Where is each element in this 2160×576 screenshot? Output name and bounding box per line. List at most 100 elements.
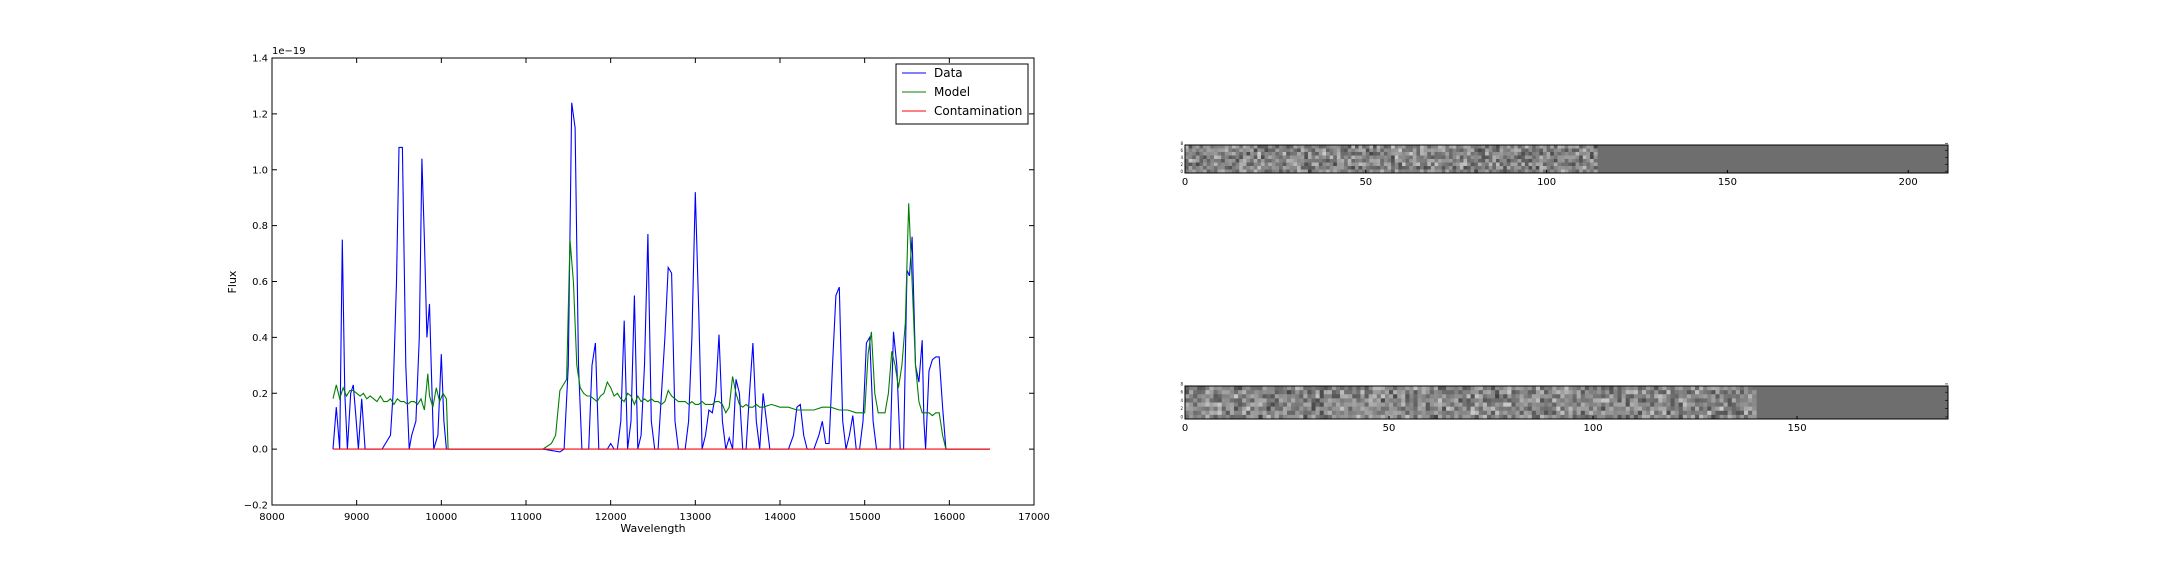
image-pixel	[1242, 414, 1247, 420]
image-pixel	[1304, 148, 1309, 153]
image-pixel	[1572, 406, 1578, 412]
image-pixel	[1528, 159, 1533, 163]
image-pixel	[1401, 390, 1406, 395]
image-pixel	[1735, 402, 1741, 408]
image-pixel	[1217, 406, 1223, 412]
image-pixel	[1213, 406, 1219, 412]
y-tick-label: 0.4	[252, 333, 268, 344]
image-pixel	[1362, 162, 1367, 167]
image-pixel	[1369, 166, 1374, 170]
image-pixel	[1553, 169, 1558, 174]
image-pixel	[1678, 414, 1684, 420]
image-pixel	[1303, 398, 1308, 403]
image-pixel	[1421, 414, 1427, 420]
image-pixel	[1203, 155, 1208, 160]
image-pixel	[1459, 162, 1464, 167]
image-pixel	[1258, 398, 1263, 403]
image-pixel	[1485, 152, 1490, 156]
image-pixel	[1495, 166, 1501, 170]
image-pixel	[1486, 398, 1492, 403]
image-pixel	[1507, 386, 1512, 391]
image-x-tick-label: 50	[1359, 177, 1372, 188]
image-pixel	[1307, 166, 1312, 170]
image-pixel	[1254, 410, 1259, 416]
image-pixel	[1470, 159, 1475, 163]
image-pixel	[1420, 152, 1425, 156]
image-pixel	[1228, 169, 1233, 174]
image-pixel	[1488, 162, 1493, 167]
image-pixel	[1291, 398, 1296, 403]
image-pixel	[1605, 410, 1610, 416]
image-pixel	[1398, 155, 1403, 160]
image-pixel	[1488, 155, 1493, 160]
image-pixel	[1323, 410, 1329, 416]
image-pixel	[1372, 394, 1378, 399]
image-pixel	[1282, 398, 1288, 403]
image-pixel	[1625, 406, 1631, 412]
image-pixel	[1303, 386, 1308, 391]
image-pixel	[1448, 148, 1453, 153]
image-pixel	[1637, 398, 1643, 403]
image-pixel	[1293, 159, 1298, 163]
image-pixel	[1246, 145, 1251, 149]
image-pixel	[1727, 398, 1733, 403]
image-pixel	[1613, 398, 1618, 403]
image-pixel	[1731, 398, 1737, 403]
image-pixel	[1409, 162, 1414, 167]
image-pixel	[1633, 414, 1639, 420]
image-pixel	[1450, 398, 1455, 403]
image-pixel	[1311, 152, 1316, 156]
image-pixel	[1344, 394, 1349, 399]
image-pixel	[1368, 390, 1374, 395]
image-pixel	[1405, 166, 1410, 170]
image-pixel	[1571, 145, 1576, 149]
image-pixel	[1340, 145, 1345, 149]
image-pixel	[1282, 169, 1287, 174]
image-pixel	[1250, 148, 1255, 153]
image-pixel	[1735, 406, 1741, 412]
image-pixel	[1347, 152, 1352, 156]
image-pixel	[1521, 155, 1526, 160]
image-pixel	[1336, 166, 1341, 170]
image-pixel	[1488, 152, 1493, 156]
image-pixel	[1629, 410, 1635, 416]
image-pixel	[1499, 394, 1504, 399]
image-pixel	[1686, 398, 1692, 403]
image-pixel	[1299, 402, 1304, 408]
image-pixel	[1454, 390, 1459, 395]
image-pixel	[1459, 169, 1464, 174]
image-pixel	[1398, 162, 1403, 167]
image-pixel	[1286, 155, 1291, 160]
image-pixel	[1682, 390, 1688, 395]
image-pixel	[1242, 145, 1247, 149]
image-pixel	[1242, 386, 1247, 391]
image-pixel	[1319, 406, 1325, 412]
image-pixel	[1221, 386, 1227, 391]
image-pixel	[1380, 398, 1386, 403]
image-pixel	[1257, 162, 1262, 167]
image-pixel	[1327, 398, 1333, 403]
image-pixel	[1543, 148, 1548, 153]
image-pixel	[1356, 410, 1361, 416]
image-pixel	[1233, 398, 1239, 403]
image-pixel	[1515, 386, 1520, 391]
image-pixel	[1515, 398, 1520, 403]
image-pixel	[1257, 145, 1262, 149]
image-pixel	[1197, 410, 1202, 416]
image-pixel	[1575, 145, 1580, 149]
image-pixel	[1189, 402, 1194, 408]
image-pixel	[1539, 398, 1545, 403]
image-pixel	[1409, 148, 1414, 153]
image-pixel	[1297, 155, 1302, 160]
image-pixel	[1195, 152, 1200, 156]
image-pixel	[1646, 386, 1651, 391]
image-pixel	[1445, 152, 1450, 156]
image-pixel	[1250, 155, 1255, 160]
image-pixel	[1719, 386, 1724, 391]
image-pixel	[1434, 169, 1439, 174]
image-pixel	[1397, 394, 1402, 399]
image-pixel	[1253, 152, 1258, 156]
image-pixel	[1486, 402, 1492, 408]
